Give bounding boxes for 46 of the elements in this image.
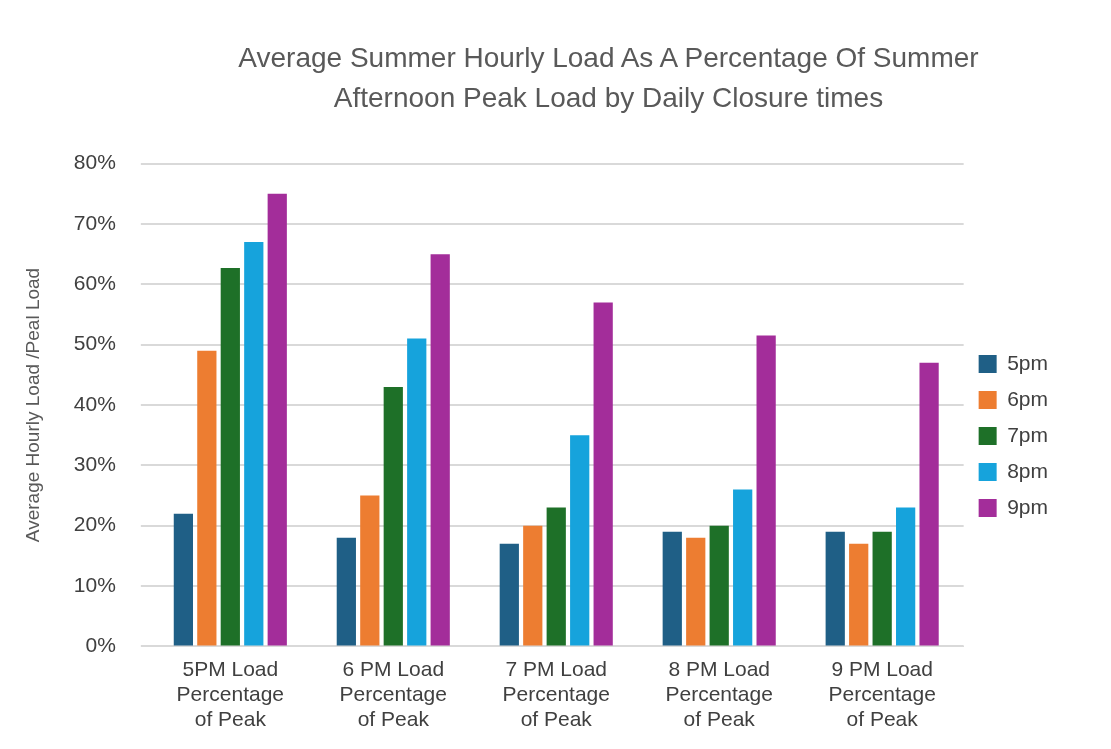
bar	[267, 193, 287, 646]
bar	[430, 254, 450, 646]
bar	[499, 543, 519, 646]
bar	[570, 435, 590, 646]
x-tick-label: 5PM Load Percentage of Peak	[176, 656, 285, 731]
legend-label: 6pm	[1007, 386, 1049, 410]
y-tick-label: 30%	[73, 452, 116, 476]
bar	[220, 268, 240, 646]
bar	[709, 525, 729, 646]
bar	[825, 531, 845, 646]
y-tick-label: 10%	[73, 572, 116, 596]
y-tick-label: 0%	[85, 633, 116, 657]
bar	[919, 362, 939, 646]
bar	[383, 386, 403, 646]
y-tick-label: 40%	[73, 391, 116, 415]
legend-label: 9pm	[1007, 494, 1049, 518]
bar	[407, 338, 427, 646]
y-tick-label: 20%	[73, 512, 116, 536]
x-tick-label: 9 PM Load Percentage of Peak	[828, 656, 936, 731]
bar	[523, 525, 543, 646]
x-tick-label: 8 PM Load Percentage of Peak	[665, 656, 773, 731]
y-tick-label: 60%	[73, 271, 116, 295]
legend-label: 7pm	[1007, 422, 1049, 446]
bar	[360, 495, 380, 646]
bar	[197, 350, 217, 646]
bar	[593, 302, 613, 646]
bar	[756, 335, 776, 646]
y-axis-title: Average Hourly Load /Peal Load	[21, 267, 43, 543]
bar	[173, 513, 193, 646]
chart-title: Average Summer Hourly Load As A Percentage Of Summer Afternoon Peak Load by Daily Closure times	[237, 41, 980, 115]
bar	[872, 531, 892, 646]
y-tick-label: 80%	[73, 150, 116, 174]
y-tick-label: 50%	[73, 331, 116, 355]
y-tick-label: 70%	[73, 210, 116, 234]
legend-label: 5pm	[1007, 350, 1049, 374]
bar	[849, 543, 869, 646]
bar	[244, 242, 264, 646]
bar	[546, 507, 566, 646]
x-tick-label: 7 PM Load Percentage of Peak	[502, 656, 610, 731]
bar	[662, 531, 682, 646]
x-tick-label: 6 PM Load Percentage of Peak	[339, 656, 447, 731]
legend-label: 8pm	[1007, 458, 1049, 482]
bar	[896, 507, 916, 646]
bar	[336, 537, 356, 646]
bar	[686, 537, 706, 646]
bar	[733, 489, 753, 646]
